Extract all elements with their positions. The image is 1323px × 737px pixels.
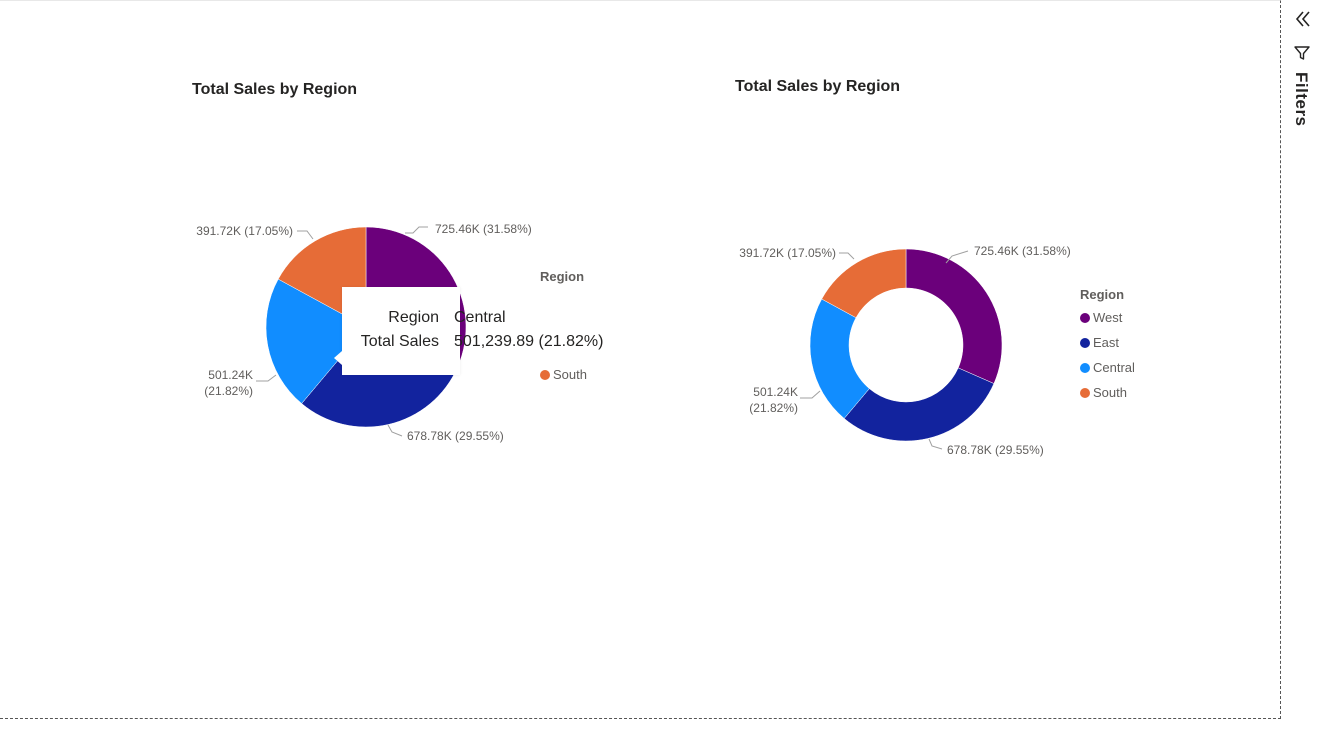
- slice-east[interactable]: [843, 367, 995, 442]
- legend-dot: [1080, 312, 1090, 323]
- pie-chart-visual[interactable]: Total Sales by Region 725.46K (31.58%) 67…: [0, 1, 640, 720]
- legend-label: Central: [1093, 360, 1135, 375]
- pie-chart[interactable]: 725.46K (31.58%) 678.78K (29.55%) 501.24K (…: [0, 1, 640, 720]
- donut-chart[interactable]: 725.46K (31.58%) 678.78K (29.55%) 501.24K (…: [640, 1, 1280, 720]
- leader-line: [800, 390, 821, 399]
- slice-central[interactable]: [265, 278, 367, 404]
- data-label: 391.72K (17.05%): [739, 246, 836, 260]
- legend-dot: [540, 369, 550, 380]
- filters-pane[interactable]: Filters: [1281, 0, 1323, 737]
- legend-item-south[interactable]: South: [540, 362, 587, 387]
- chart-legend: Region West East Central South: [1080, 287, 1135, 405]
- legend-item-south[interactable]: South: [1080, 380, 1135, 405]
- data-label: 391.72K (17.05%): [196, 224, 293, 238]
- tooltip-pointer: [334, 351, 342, 365]
- tooltip-value-region: Central: [454, 309, 506, 326]
- data-label: (21.82%): [749, 401, 798, 415]
- data-label: 725.46K (31.58%): [435, 222, 532, 236]
- tooltip-value-total-sales: 501,239.89 (21.82%): [454, 333, 604, 350]
- legend-label: South: [553, 367, 587, 382]
- leader-line: [405, 226, 428, 234]
- data-label: 725.46K (31.58%): [974, 244, 1071, 258]
- legend-dot: [1080, 362, 1090, 373]
- data-label: (21.82%): [204, 384, 253, 398]
- legend-item-central[interactable]: Central: [1080, 355, 1135, 380]
- legend-title: Region: [540, 269, 585, 284]
- filters-label[interactable]: Filters: [1292, 72, 1311, 127]
- slice-south[interactable]: [821, 248, 907, 319]
- leader-line: [839, 252, 855, 260]
- donut-chart-visual[interactable]: Total Sales by Region 725.46K (31.58%) 67…: [640, 1, 1280, 720]
- leader-line: [928, 438, 943, 450]
- legend-dot: [1080, 387, 1090, 398]
- tooltip-label-region: Region: [388, 309, 439, 326]
- leader-line: [297, 230, 314, 240]
- report-canvas: Total Sales by Region 725.46K (31.58%) 67…: [0, 0, 1281, 719]
- chart-legend: Region South: [540, 269, 587, 382]
- leader-line: [387, 424, 403, 437]
- data-label: 501.24K: [753, 385, 798, 399]
- leader-line: [256, 374, 277, 382]
- leader-line: [945, 250, 969, 264]
- data-label: 501.24K: [208, 368, 253, 382]
- legend-label: South: [1093, 385, 1127, 400]
- legend-label: West: [1093, 310, 1123, 325]
- chart-title: Total Sales by Region: [192, 81, 358, 98]
- double-chevron-left-icon[interactable]: [1291, 8, 1315, 32]
- legend-item-west[interactable]: West: [1080, 305, 1135, 330]
- data-label: 678.78K (29.55%): [407, 429, 504, 443]
- slice-west[interactable]: [905, 248, 1003, 384]
- legend-label: East: [1093, 335, 1120, 350]
- legend-dot: [1080, 337, 1090, 348]
- legend-title: Region: [1080, 287, 1125, 302]
- legend-item-east[interactable]: East: [1080, 330, 1135, 355]
- filter-funnel-icon: [1293, 44, 1311, 62]
- tooltip: Region Central Total Sales 501,239.89 (2…: [334, 287, 603, 375]
- tooltip-label-total-sales: Total Sales: [360, 333, 439, 350]
- data-label: 678.78K (29.55%): [947, 443, 1044, 457]
- chart-title: Total Sales by Region: [735, 78, 901, 95]
